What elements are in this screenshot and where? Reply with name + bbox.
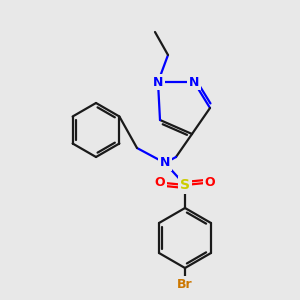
Text: N: N	[153, 76, 163, 88]
Text: Br: Br	[177, 278, 193, 290]
Text: O: O	[155, 176, 165, 190]
Text: O: O	[205, 176, 215, 190]
Text: N: N	[189, 76, 199, 88]
Text: N: N	[160, 157, 170, 169]
Text: S: S	[180, 178, 190, 192]
